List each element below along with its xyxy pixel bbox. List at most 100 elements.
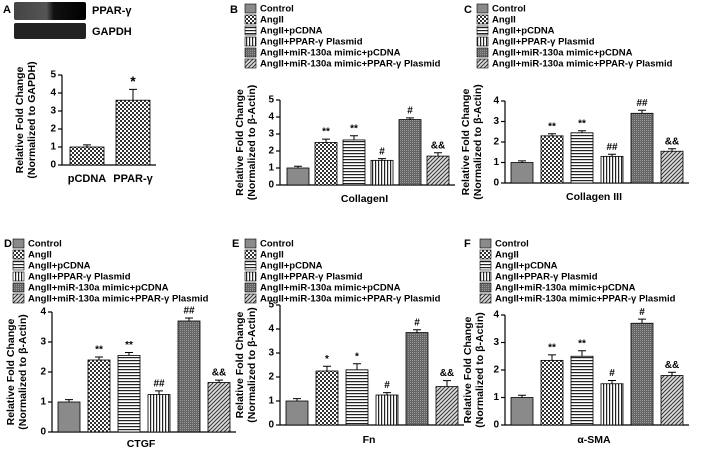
- legend-label: AngII+pCDNA: [492, 26, 555, 37]
- significance-label: **: [95, 345, 103, 356]
- legend-swatch: [12, 282, 25, 293]
- bar: [405, 332, 429, 426]
- y-axis-label: (Normalized to β-Actin): [246, 307, 258, 423]
- error-bar: [95, 356, 103, 360]
- legend-label: AngII+pCDNA: [260, 261, 323, 272]
- y-tick-label: 3: [493, 337, 499, 348]
- significance-label: &&: [431, 140, 445, 151]
- error-bar: [129, 88, 137, 101]
- bar: [630, 112, 654, 184]
- legend-label: AngII+miR-130a mimic+pCDNA: [260, 48, 401, 59]
- y-tick-label: 1: [493, 392, 499, 403]
- y-tick-label: 2: [50, 124, 56, 135]
- significance-label: **: [125, 340, 133, 351]
- y-tick-label: 3: [50, 106, 56, 117]
- y-tick-label: 3: [40, 337, 46, 348]
- y-axis-label: (Normalized to β-Actin): [246, 85, 258, 201]
- error-bar: [608, 379, 616, 384]
- error-bar: [518, 394, 526, 398]
- significance-label: #: [414, 317, 420, 328]
- legend-swatch: [476, 25, 489, 36]
- bar: [314, 142, 338, 186]
- bar: [315, 370, 339, 426]
- y-tick-label: 0: [493, 420, 499, 431]
- legend-label: AngII: [28, 250, 52, 261]
- legend-swatch: [244, 58, 257, 69]
- legend-swatch: [476, 58, 489, 69]
- legend-swatch: [479, 249, 492, 260]
- legend-swatch: [479, 282, 492, 293]
- bar: [510, 397, 534, 426]
- legend-label: AngII: [260, 15, 284, 26]
- bar: [540, 359, 564, 426]
- bar: [115, 99, 151, 166]
- y-tick-label: 5: [50, 70, 56, 81]
- error-bar: [434, 152, 442, 157]
- legend-swatch: [479, 271, 492, 282]
- legend-swatch: [476, 3, 489, 14]
- bar: [147, 394, 171, 433]
- legend-swatch: [244, 36, 257, 47]
- significance-label: **: [548, 343, 556, 354]
- y-axis-label: Relative Fold Change: [5, 318, 17, 425]
- legend-label: Control: [260, 239, 294, 250]
- significance-label: **: [578, 338, 586, 349]
- legend-swatch: [244, 238, 257, 249]
- blot-band: [14, 2, 86, 20]
- significance-label: #: [384, 380, 390, 391]
- y-tick-label: 0: [268, 420, 274, 431]
- blot-label: PPAR-γ: [92, 5, 132, 17]
- error-bar: [413, 329, 421, 333]
- bar: [285, 400, 309, 426]
- y-tick-label: 2: [268, 372, 274, 383]
- significance-label: #: [639, 307, 645, 318]
- bar: [87, 359, 111, 433]
- x-axis-label: Collagen III: [566, 191, 622, 203]
- panel-label: D: [4, 238, 12, 250]
- y-tick-label: 3: [268, 348, 274, 359]
- legend-label: AngII: [492, 15, 516, 26]
- y-tick-label: 2: [40, 367, 46, 378]
- legend-swatch: [479, 238, 492, 249]
- y-tick-label: 0: [40, 427, 46, 438]
- y-tick-label: 0: [50, 160, 56, 171]
- error-bar: [443, 380, 451, 387]
- legend-label: AngII+pCDNA: [495, 261, 558, 272]
- significance-label: *: [355, 351, 359, 362]
- legend-swatch: [244, 282, 257, 293]
- legend-swatch: [476, 14, 489, 25]
- x-axis-label: CTGF: [127, 438, 156, 450]
- significance-label: **: [322, 127, 330, 138]
- y-tick-label: 1: [50, 142, 56, 153]
- bar: [660, 375, 684, 426]
- y-tick-label: 3: [268, 129, 274, 140]
- significance-label: *: [325, 354, 329, 365]
- legend-label: AngII+miR-130a mimic+PPAR-γ Plasmid: [28, 294, 209, 305]
- y-tick-label: 1: [268, 163, 274, 174]
- legend-label: Control: [492, 4, 526, 15]
- legend-swatch: [244, 14, 257, 25]
- y-tick-label: 4: [493, 96, 499, 107]
- x-axis-label: Fn: [363, 434, 376, 446]
- significance-label: &&: [665, 360, 679, 371]
- x-axis-label: α-SMA: [577, 434, 611, 446]
- bar: [398, 119, 422, 186]
- y-axis-label: Relative Fold Change: [462, 316, 474, 423]
- bar: [370, 159, 394, 186]
- significance-label: #: [609, 368, 615, 379]
- legend-swatch: [244, 3, 257, 14]
- y-tick-label: 4: [268, 112, 274, 123]
- legend-swatch: [244, 25, 257, 36]
- error-bar: [668, 371, 676, 376]
- bar: [207, 382, 231, 433]
- panel-label: E: [232, 238, 239, 250]
- significance-label: ##: [153, 379, 165, 390]
- legend-swatch: [479, 293, 492, 304]
- legend-label: AngII+miR-130a mimic+PPAR-γ Plasmid: [492, 59, 673, 70]
- significance-label: *: [130, 73, 136, 89]
- significance-label: #: [407, 105, 413, 116]
- error-bar: [215, 379, 223, 383]
- error-bar: [294, 165, 302, 168]
- error-bar: [293, 398, 301, 401]
- legend-label: AngII+PPAR-γ Plasmid: [260, 37, 363, 48]
